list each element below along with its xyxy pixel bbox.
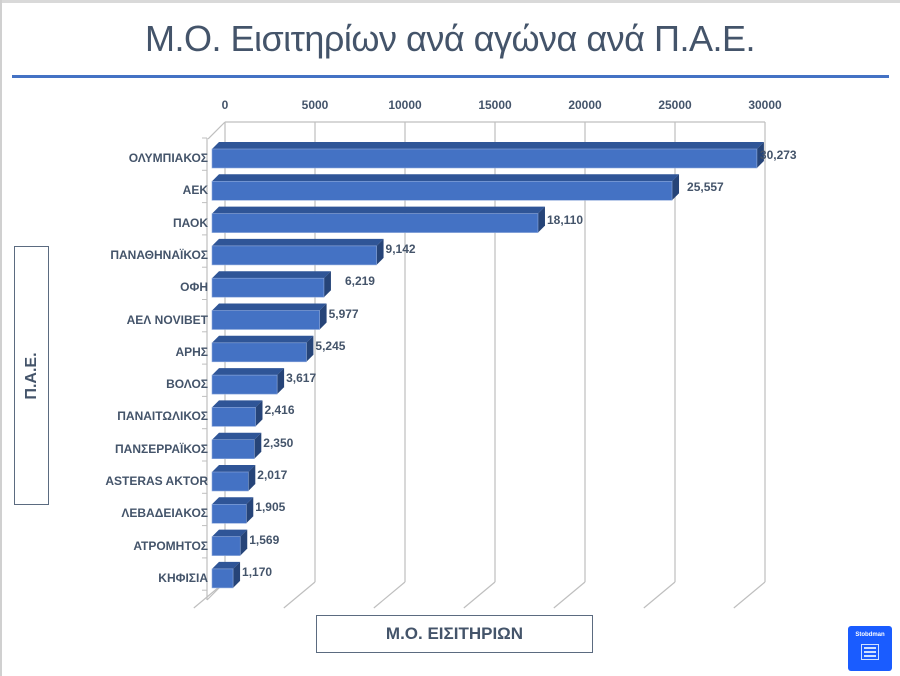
bars — [211, 142, 764, 589]
bar — [211, 174, 680, 201]
value-label: 5,245 — [315, 338, 346, 353]
x-tick-label: 30000 — [748, 98, 782, 112]
category-label: ΠΑΟΚ — [172, 215, 208, 230]
x-axis-title: Μ.Ο. ΕΙΣΙΤΗΡΙΩΝ — [316, 615, 593, 653]
bar — [211, 529, 248, 556]
x-tick-label: 15000 — [478, 98, 512, 112]
value-label: 1,569 — [249, 532, 280, 547]
category-label: ΠΑΝΣΕΡΡΑΪΚΟΣ — [115, 441, 208, 456]
category-label: ΟΛΥΜΠΙΑΚΟΣ — [128, 151, 208, 165]
value-label: 30,273 — [759, 148, 797, 162]
bar — [211, 497, 254, 524]
bar — [211, 206, 545, 233]
logo-badge-icon — [861, 644, 879, 660]
value-label: 3,617 — [286, 371, 317, 386]
title-underline — [12, 75, 889, 78]
bar — [211, 432, 262, 460]
category-label: ΠΑΝΑΙΤΩΛΙΚΟΣ — [117, 409, 208, 424]
bar — [211, 142, 764, 169]
logo-text: Stobdman — [855, 632, 885, 638]
y-axis-title: Π.Α.Ε. — [22, 351, 40, 400]
bar — [211, 368, 285, 395]
category-label: ΠΑΝΑΘΗΝΑΪΚΟΣ — [110, 247, 208, 262]
category-label: ΚΗΦΙΣΙΑ — [158, 570, 208, 585]
value-label: 18,110 — [546, 212, 584, 227]
value-label: 2,416 — [264, 403, 295, 418]
bar — [211, 271, 331, 298]
value-label: 5,977 — [328, 306, 359, 321]
x-tick-label: 20000 — [568, 98, 602, 112]
value-label: 9,142 — [385, 241, 416, 256]
bar — [211, 335, 314, 363]
value-label: 2,017 — [257, 468, 288, 482]
bar — [211, 400, 263, 427]
category-label: ΒΟΛΟΣ — [166, 377, 208, 392]
x-tick-label: 5000 — [301, 98, 329, 112]
slide-left-edge — [0, 0, 2, 676]
category-label: ΑΤΡΟΜΗΤΟΣ — [133, 538, 208, 553]
category-label: ASTERAS AKTOR — [105, 474, 208, 488]
category-label: ΑΕΚ — [182, 183, 208, 198]
category-label: ΑΡΗΣ — [175, 344, 208, 359]
bar — [211, 465, 256, 492]
value-label: 1,905 — [255, 500, 286, 515]
stobdman-logo: Stobdman — [848, 626, 892, 671]
category-label: ΑΕΛ NOVIBET — [126, 312, 208, 327]
bar — [211, 303, 327, 330]
x-tick-label: 0 — [221, 98, 229, 112]
category-label: ΛΕΒΑΔΕΙΑΚΟΣ — [121, 506, 208, 521]
value-label: 25,557 — [687, 180, 724, 195]
x-tick-label: 25000 — [658, 98, 692, 112]
value-label: 6,219 — [344, 274, 375, 289]
category-label: ΟΦΗ — [180, 280, 208, 295]
value-label: 1,170 — [242, 564, 273, 579]
x-tick-label: 10000 — [388, 98, 422, 112]
chart-title: Μ.Ο. Εισιτηρίων ανά αγώνα ανά Π.Α.Ε. — [144, 18, 756, 59]
y-axis-title-box: Π.Α.Ε. — [14, 246, 49, 505]
bar — [211, 561, 241, 589]
value-label: 2,350 — [263, 435, 294, 450]
bar — [211, 238, 384, 266]
slide-top-edge — [0, 0, 900, 3]
